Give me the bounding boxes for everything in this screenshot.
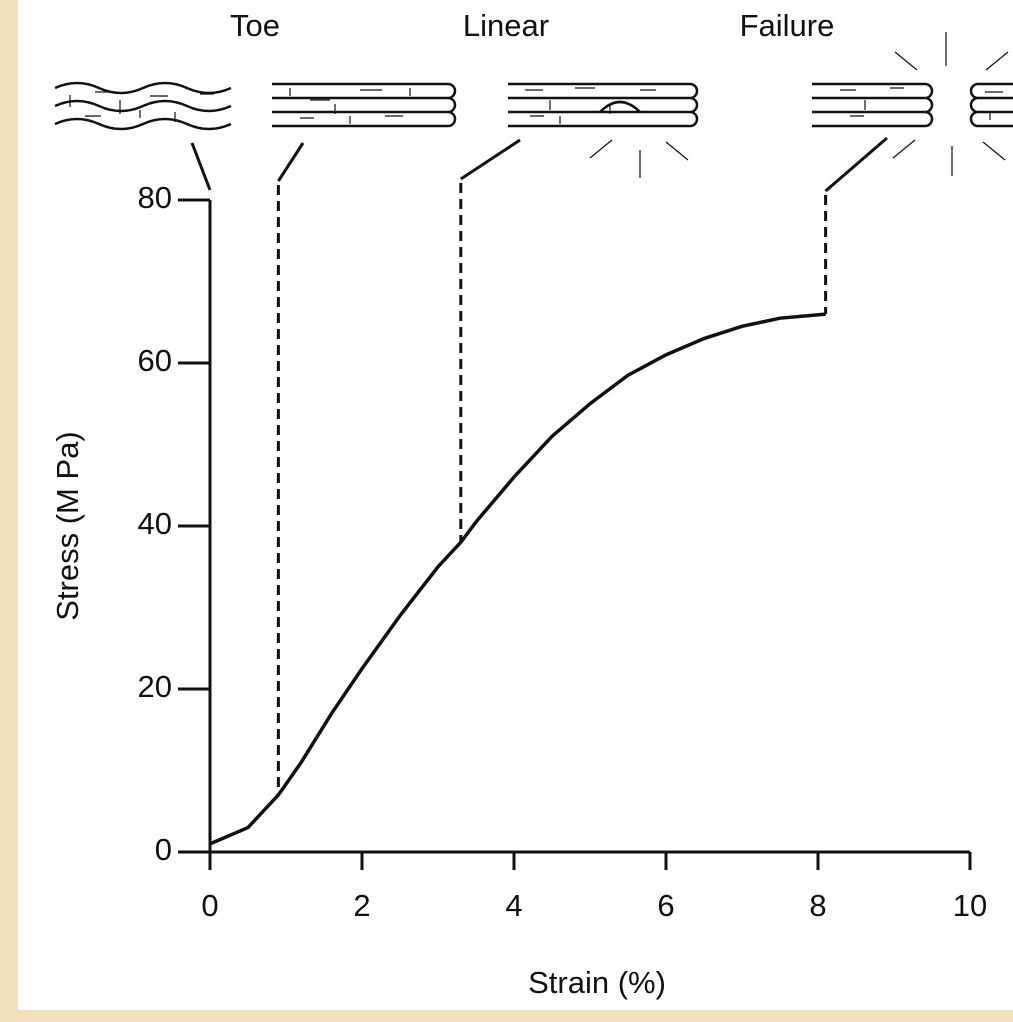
- y-tick-label: 80: [138, 180, 172, 215]
- x-tick-label: 4: [505, 888, 522, 923]
- chart: Toe Linear Failure Strain (%) Stress (M …: [0, 0, 1013, 1022]
- x-tick-label: 10: [953, 888, 987, 923]
- annotation: Linear: [463, 8, 549, 43]
- x-tick-label: 8: [809, 888, 826, 923]
- y-axis-label: Stress (M Pa): [50, 431, 85, 620]
- x-tick-label: 6: [657, 888, 674, 923]
- y-tick-label: 0: [155, 832, 172, 867]
- y-tick-label: 40: [138, 506, 172, 541]
- x-tick-label: 0: [201, 888, 218, 923]
- annotation: Toe: [230, 8, 280, 43]
- y-tick-label: 20: [138, 669, 172, 704]
- page: {"chart_data": {"type": "line", "x_label…: [0, 0, 1013, 1022]
- annotation: Failure: [740, 8, 835, 43]
- x-axis-label: Strain (%): [528, 965, 666, 1000]
- x-tick-label: 2: [353, 888, 370, 923]
- y-tick-label: 60: [138, 343, 172, 378]
